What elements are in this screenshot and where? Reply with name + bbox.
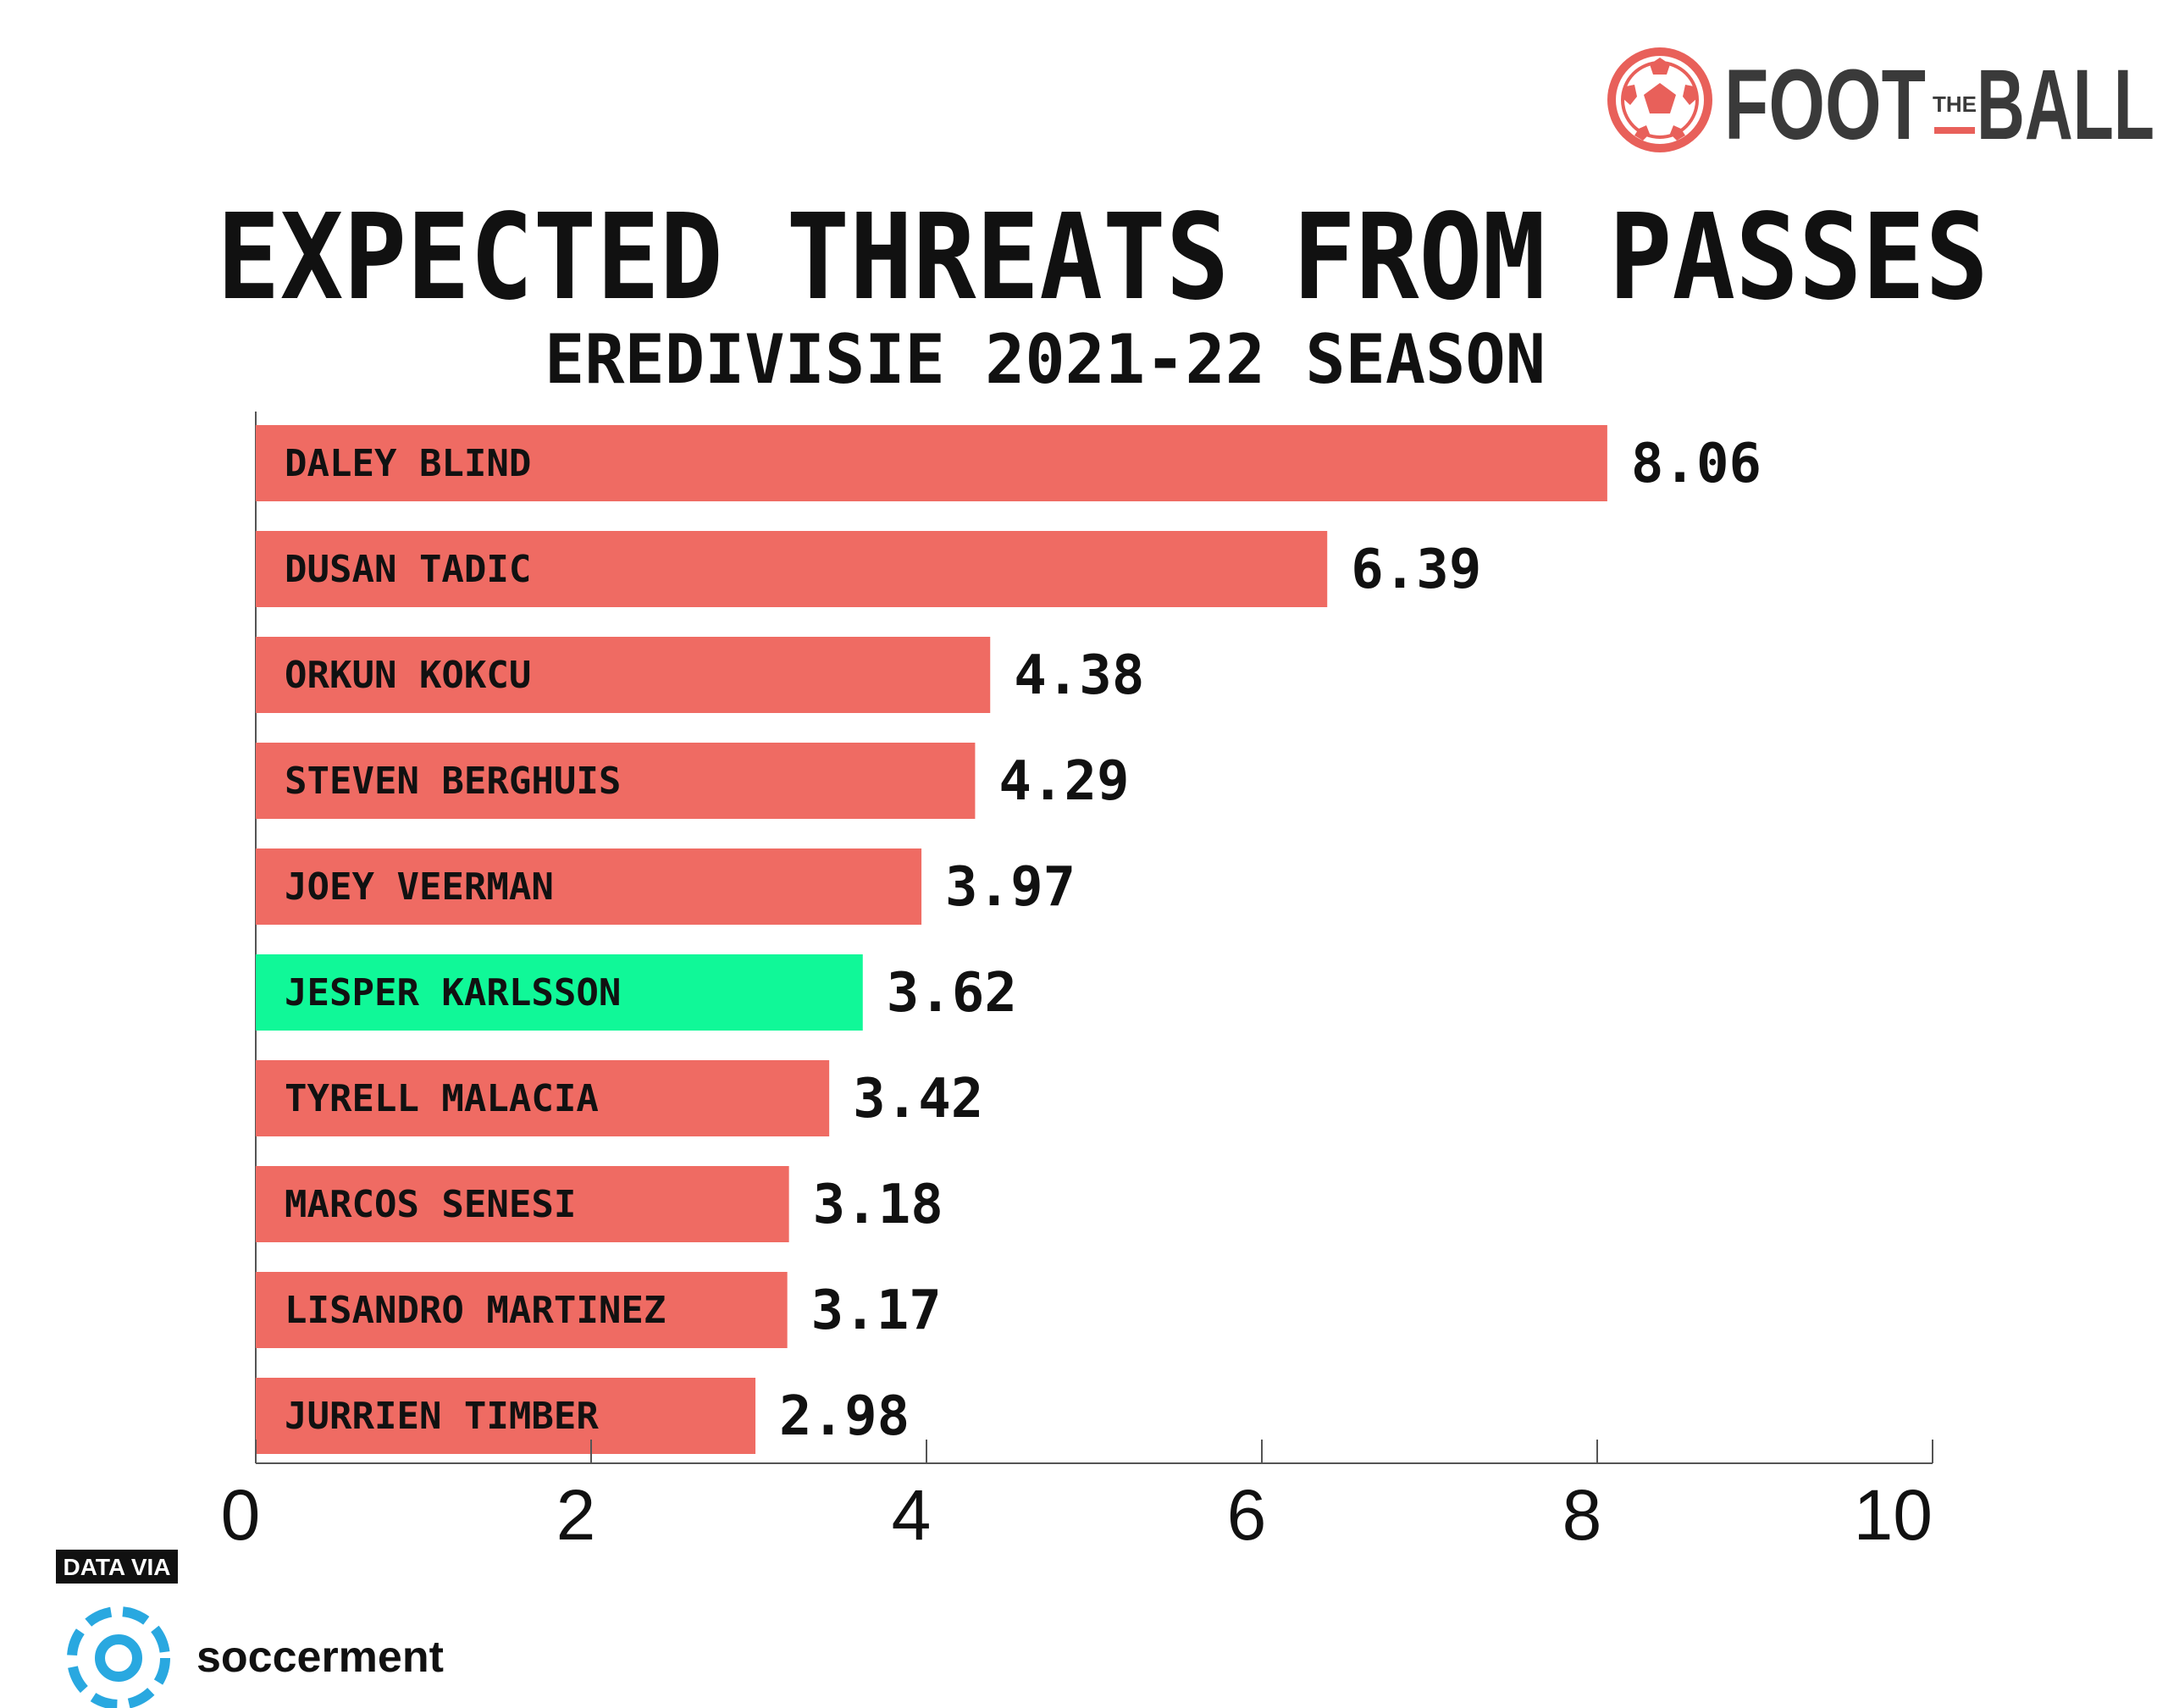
bar-label-orkun-kokcu: ORKUN KOKCU: [285, 654, 531, 697]
data-via-badge: [56, 1550, 178, 1584]
football-icon: [1607, 47, 1712, 152]
bar-label-steven-berghuis: STEVEN BERGHUIS: [285, 760, 621, 803]
brand-the-underline: [1934, 127, 1975, 134]
x-tick-label: 4: [892, 1475, 932, 1555]
value-label-tyrell-malacia: 3.42: [853, 1068, 983, 1130]
x-tick-label: 2: [556, 1475, 596, 1555]
x-tick-label: 0: [221, 1475, 261, 1555]
value-label-daley-blind: 8.06: [1631, 433, 1762, 495]
source-credit: DATA VIA soccerment: [56, 1550, 444, 1708]
bar-label-tyrell-malacia: TYRELL MALACIA: [285, 1077, 599, 1120]
source-name: soccerment: [196, 1633, 444, 1682]
x-tick-label: 6: [1227, 1475, 1267, 1555]
bar-dusan-tadic: [256, 531, 1328, 607]
bar-label-joey-veerman: JOEY VEERMAN: [285, 865, 554, 909]
data-via-label: DATA VIA: [63, 1554, 170, 1580]
value-label-jesper-karlsson: 3.62: [887, 962, 1017, 1025]
x-tick-label: 8: [1562, 1475, 1602, 1555]
bars-group: DALEY BLIND 8.06 DUSAN TADIC 6.39 ORKUN KOKC…: [256, 425, 1762, 1454]
brand-text-foot: FOOT: [1724, 49, 1926, 161]
bar-jesper-karlsson: [256, 954, 863, 1031]
value-label-joey-veerman: 3.97: [945, 856, 1076, 919]
x-ticks-group: 0 2 4 6 8 10: [221, 1440, 1933, 1555]
chart-subtitle: EREDIVISIE 2021-22 SEASON: [545, 320, 1546, 399]
bar-label-daley-blind: DALEY BLIND: [285, 442, 531, 485]
soccerment-logo-icon: [67, 1606, 170, 1708]
bar-jurrien-timber: [256, 1378, 756, 1454]
bar-lisandro-martinez: [256, 1272, 788, 1348]
value-label-marcos-senesi: 3.18: [813, 1174, 943, 1236]
bar-daley-blind: [256, 425, 1607, 501]
brand-logo: FOOT THE BALL: [1607, 47, 2154, 161]
value-label-orkun-kokcu: 4.38: [1014, 644, 1144, 707]
value-label-lisandro-martinez: 3.17: [811, 1280, 942, 1342]
bar-label-marcos-senesi: MARCOS SENESI: [285, 1183, 576, 1226]
brand-text-ball: BALL: [1977, 49, 2154, 161]
chart-title: EXPECTED THREATS FROM PASSES: [217, 189, 1988, 327]
bar-label-lisandro-martinez: LISANDRO MARTINEZ: [285, 1289, 666, 1332]
bar-label-jesper-karlsson: JESPER KARLSSON: [285, 971, 621, 1014]
bar-joey-veerman: [256, 848, 922, 925]
value-label-jurrien-timber: 2.98: [779, 1385, 910, 1448]
bar-orkun-kokcu: [256, 637, 991, 713]
x-tick-label: 10: [1854, 1475, 1933, 1555]
value-label-steven-berghuis: 4.29: [998, 750, 1129, 813]
bar-marcos-senesi: [256, 1166, 789, 1242]
bar-tyrell-malacia: [256, 1060, 830, 1136]
bar-label-dusan-tadic: DUSAN TADIC: [285, 548, 531, 591]
bar-steven-berghuis: [256, 743, 976, 819]
brand-text-the: THE: [1933, 91, 1977, 117]
value-label-dusan-tadic: 6.39: [1351, 539, 1481, 601]
bar-label-jurrien-timber: JURRIEN TIMBER: [285, 1395, 599, 1438]
